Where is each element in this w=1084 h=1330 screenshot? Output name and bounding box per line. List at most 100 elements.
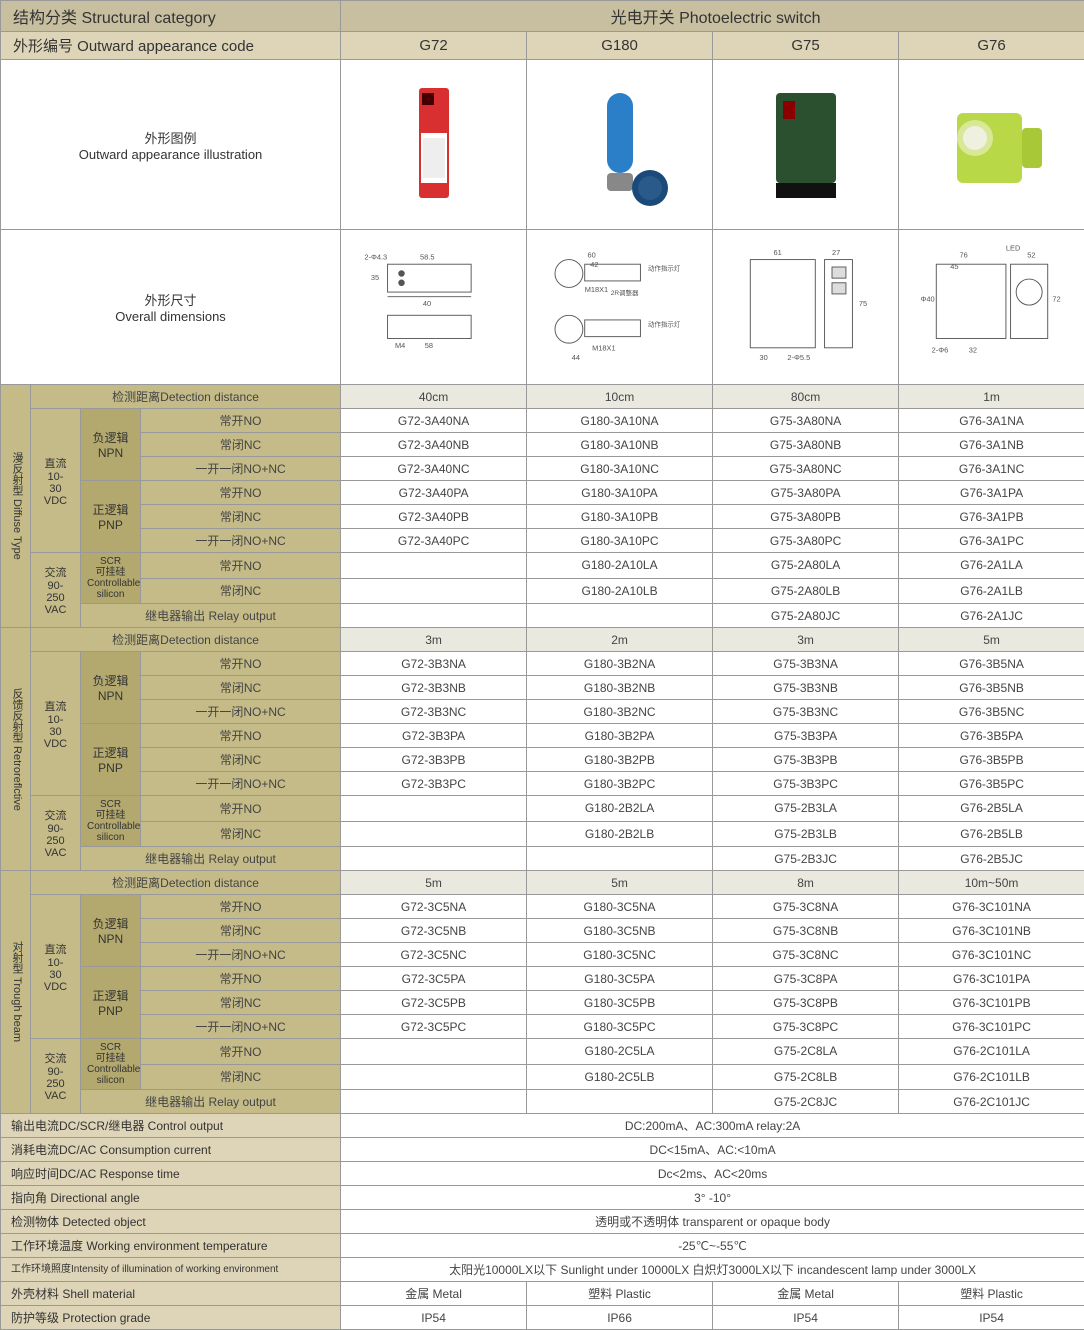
detect-distance: 5m: [341, 871, 527, 895]
product-code: G76-3C101NB: [899, 919, 1084, 943]
svg-text:60: 60: [587, 250, 595, 259]
product-code: G76-3C101PA: [899, 967, 1084, 991]
product-code: [527, 1090, 713, 1114]
product-code: G75-3C8NA: [713, 895, 899, 919]
product-code: G75-3C8PB: [713, 991, 899, 1015]
product-code: G75-2C8LA: [713, 1039, 899, 1065]
product-code: G180-2C5LB: [527, 1064, 713, 1090]
param-label: 消耗电流DC/AC Consumption current: [1, 1138, 341, 1162]
svg-text:动作指示灯: 动作指示灯: [647, 319, 680, 328]
product-code: G75-3A80NC: [713, 457, 899, 481]
product-code: [341, 1090, 527, 1114]
dim-label: 外形尺寸 Overall dimensions: [1, 230, 341, 385]
param-value: 塑料 Plastic: [527, 1282, 713, 1306]
product-code: G180-2B2LA: [527, 796, 713, 822]
detect-distance: 5m: [899, 628, 1084, 652]
product-code: [341, 821, 527, 847]
svg-text:58.5: 58.5: [420, 252, 434, 261]
product-code: G76-2A1JC: [899, 604, 1084, 628]
svg-text:32: 32: [968, 345, 976, 354]
product-code: G75-3A80PC: [713, 529, 899, 553]
param-label: 响应时间DC/AC Response time: [1, 1162, 341, 1186]
product-code: G75-3B3NC: [713, 700, 899, 724]
product-code: G180-3C5PA: [527, 967, 713, 991]
product-code: G180-3B2NA: [527, 652, 713, 676]
product-code: G180-2B2LB: [527, 821, 713, 847]
product-code: G72-3A40PB: [341, 505, 527, 529]
product-code: G75-3A80NB: [713, 433, 899, 457]
product-code: G72-3B3PB: [341, 748, 527, 772]
param-label: 输出电流DC/SCR/继电器 Control output: [1, 1114, 341, 1138]
product-code: G76-3A1PB: [899, 505, 1084, 529]
product-code: G180-3B2PA: [527, 724, 713, 748]
product-code: G75-2A80JC: [713, 604, 899, 628]
output-type: 一开一闭NO+NC: [141, 700, 341, 724]
product-code: G75-2B3LB: [713, 821, 899, 847]
product-code: G72-3A40PC: [341, 529, 527, 553]
param-label: 防护等级 Protection grade: [1, 1306, 341, 1330]
product-code: G76-3A1PA: [899, 481, 1084, 505]
photo-switch-header: 光电开关 Photoelectric switch: [341, 1, 1084, 32]
voltage-group: 直流 10- 30 VDC: [31, 895, 81, 1039]
output-type: 常开NO: [141, 652, 341, 676]
product-code: G75-3B3PA: [713, 724, 899, 748]
detect-distance: 3m: [341, 628, 527, 652]
voltage-group: 直流 10- 30 VDC: [31, 409, 81, 553]
relay-label: 继电器输出 Relay output: [81, 1090, 341, 1114]
param-value: Dc<2ms、AC<20ms: [341, 1162, 1084, 1186]
product-code: G180-3A10PB: [527, 505, 713, 529]
illus-label-cn: 外形图例: [7, 128, 334, 147]
dim-drawing-g76: 76 4552 LEDΦ40 72 2-Φ632: [899, 230, 1084, 385]
svg-text:M18X1: M18X1: [592, 343, 615, 352]
svg-text:75: 75: [858, 299, 866, 308]
product-code: G72-3B3NB: [341, 676, 527, 700]
svg-text:44: 44: [571, 352, 579, 361]
product-code: G76-3B5NA: [899, 652, 1084, 676]
product-code: G72-3C5PB: [341, 991, 527, 1015]
product-code: G75-2C8LB: [713, 1064, 899, 1090]
product-code: [527, 604, 713, 628]
product-code: G76-3C101NA: [899, 895, 1084, 919]
dim-drawing-g180: 6042 动作指示灯 M18X12R调整器 动作指示灯 M18X144: [527, 230, 713, 385]
param-value: 塑料 Plastic: [899, 1282, 1084, 1306]
logic-type: 正逻辑 PNP: [81, 724, 141, 796]
product-code: G72-3C5PA: [341, 967, 527, 991]
product-code: G76-2C101LA: [899, 1039, 1084, 1065]
product-code: G75-3B3NA: [713, 652, 899, 676]
svg-text:52: 52: [1027, 250, 1035, 259]
output-type: 常开NO: [141, 409, 341, 433]
product-code: G72-3C5NA: [341, 895, 527, 919]
voltage-group: 交流 90- 250 VAC: [31, 796, 81, 871]
svg-text:2-Φ6: 2-Φ6: [931, 345, 948, 354]
product-code: G76-3C101PC: [899, 1015, 1084, 1039]
detect-label: 检测距离Detection distance: [31, 628, 341, 652]
voltage-group: 交流 90- 250 VAC: [31, 1039, 81, 1114]
product-code: G180-3C5NC: [527, 943, 713, 967]
logic-type: SCR 可挂硅 Controllable silicon: [81, 1039, 141, 1090]
dim-drawing-g75: 6127 75 302-Φ5.5: [713, 230, 899, 385]
section-type: 漫反射型 Diffuse Type: [1, 385, 31, 628]
product-code: G75-3B3PC: [713, 772, 899, 796]
svg-text:M18X1: M18X1: [584, 285, 607, 294]
detect-label: 检测距离Detection distance: [31, 385, 341, 409]
product-code: G76-2B5LB: [899, 821, 1084, 847]
output-type: 一开一闭NO+NC: [141, 529, 341, 553]
param-label: 工作环境温度 Working environment temperature: [1, 1234, 341, 1258]
output-type: 常开NO: [141, 796, 341, 822]
product-code: [341, 1039, 527, 1065]
output-type: 常闭NC: [141, 748, 341, 772]
detect-distance: 10cm: [527, 385, 713, 409]
product-code: G75-3C8NB: [713, 919, 899, 943]
param-value: 金属 Metal: [341, 1282, 527, 1306]
output-type: 常闭NC: [141, 676, 341, 700]
product-code: G75-2B3LA: [713, 796, 899, 822]
svg-text:2R调整器: 2R调整器: [610, 287, 638, 296]
product-code: G76-3A1NB: [899, 433, 1084, 457]
output-type: 常闭NC: [141, 578, 341, 604]
product-code: G180-3B2PC: [527, 772, 713, 796]
illus-label: 外形图例 Outward appearance illustration: [1, 60, 341, 230]
product-code: [341, 553, 527, 579]
output-type: 常开NO: [141, 724, 341, 748]
product-code: G180-3B2NC: [527, 700, 713, 724]
param-value: DC:200mA、AC:300mA relay:2A: [341, 1114, 1084, 1138]
